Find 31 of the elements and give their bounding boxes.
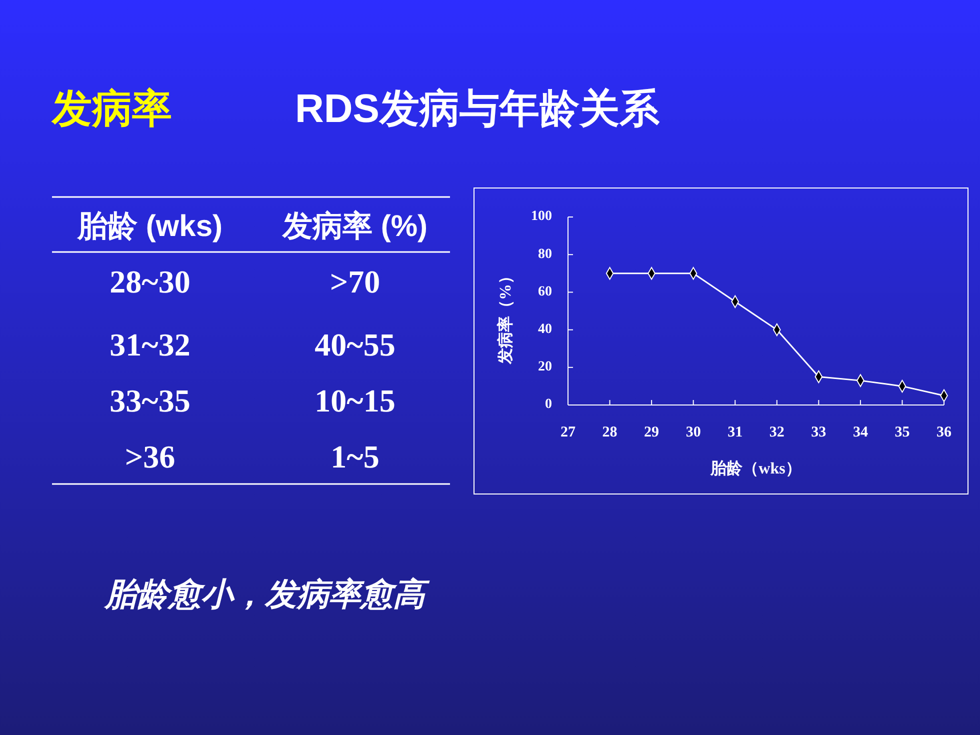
text: 31~32 [110,326,190,362]
y-tick-label: 20 [538,360,552,375]
y-tick-label: 40 [538,322,552,338]
x-tick-label: 34 [852,424,868,440]
x-tick-label: 29 [644,424,660,440]
y-tick-label: 60 [538,284,552,300]
x-tick-label: 35 [894,424,910,440]
text: 40~55 [314,326,396,362]
y-axis-title: 发病率（%） [496,268,515,365]
text: 28~30 [110,263,190,300]
x-tick-label: 28 [602,424,618,440]
x-tick-label: 31 [728,424,743,440]
text: 胎龄愈小，发病率愈高 [103,576,430,612]
x-axis-title: 胎龄（wks） [710,460,802,478]
text: >70 [330,263,380,300]
y-tick-label: 0 [545,397,552,412]
text: RDS发病与年龄关系 [295,87,660,131]
text: 10~15 [314,382,396,418]
x-tick-label: 32 [769,424,784,440]
text: 发病率 [51,87,172,131]
text: 1~5 [330,438,380,474]
x-tick-label: 36 [936,424,952,440]
x-tick-label: 33 [811,424,826,440]
text: >36 [124,438,176,474]
text: 发病率 (%) [282,208,428,243]
x-tick-label: 30 [686,424,701,440]
text: 胎龄 (wks) [76,210,223,243]
y-tick-label: 80 [538,246,552,262]
text: 33~35 [110,382,190,418]
x-tick-label: 27 [560,424,576,440]
y-tick-label: 100 [531,209,552,224]
